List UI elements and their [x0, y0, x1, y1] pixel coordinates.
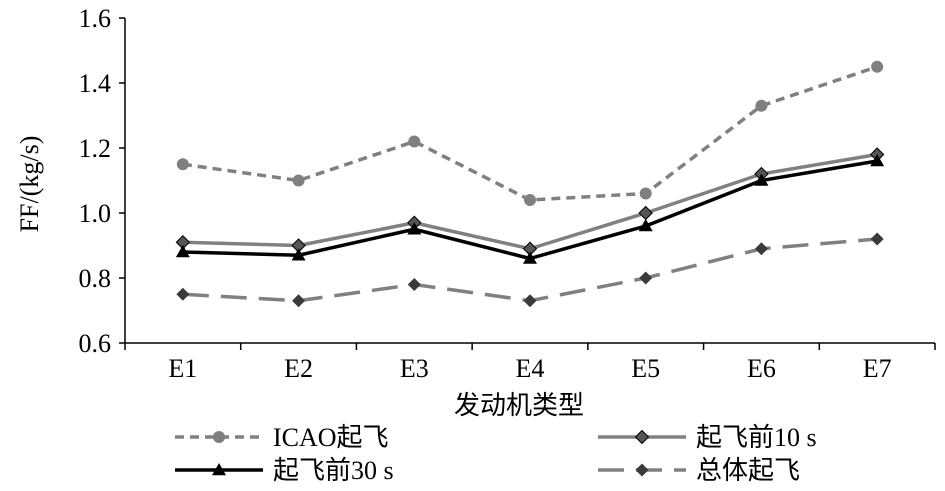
legend: ICAO起飞 起飞前10 s 起飞前30 s 总体起飞: [175, 423, 817, 485]
data-point: [407, 222, 422, 235]
data-point: [754, 242, 768, 256]
data-point: [523, 294, 537, 308]
data-point: [292, 294, 306, 308]
data-point: [639, 271, 653, 285]
legend-label: ICAO起飞: [273, 423, 389, 452]
legend-label: 起飞前30 s: [273, 456, 394, 485]
legend-marker: [213, 431, 225, 443]
x-tick-label: E4: [516, 354, 545, 383]
data-point: [291, 248, 306, 261]
data-point: [524, 194, 536, 206]
legend-label: 起飞前10 s: [696, 423, 817, 452]
legend-marker: [212, 463, 226, 476]
data-point: [870, 232, 884, 246]
data-point: [754, 173, 769, 186]
series-4: [176, 232, 884, 308]
y-tick-label: 1.6: [79, 4, 112, 33]
y-tick-label: 0.6: [79, 329, 112, 358]
legend-item-2: 起飞前10 s: [598, 423, 817, 452]
legend-marker: [635, 463, 649, 477]
x-tick-label: E7: [863, 354, 892, 383]
legend-item-4: 总体起飞: [598, 456, 800, 485]
y-axis-label: FF/(kg/s): [15, 136, 44, 233]
series-1: [176, 60, 884, 206]
data-point: [755, 99, 768, 112]
y-tick-label: 0.8: [79, 264, 112, 293]
data-point: [638, 219, 653, 232]
data-point: [408, 135, 421, 148]
data-point: [407, 278, 421, 291]
x-axis-label: 发动机类型: [454, 391, 584, 420]
x-tick-label: E6: [747, 354, 776, 383]
data-point: [176, 158, 189, 171]
data-point: [638, 205, 653, 221]
data-point: [175, 245, 190, 258]
y-tick-label: 1.4: [79, 69, 112, 98]
legend-item-3: 起飞前30 s: [175, 456, 394, 485]
x-tick-label: E2: [284, 354, 313, 383]
series-3: [175, 154, 885, 264]
y-tick-label: 1.2: [79, 134, 112, 163]
data-point: [523, 251, 537, 264]
data-point: [871, 60, 884, 73]
x-tick-label: E5: [631, 354, 660, 383]
data-point: [176, 287, 190, 301]
data-point: [292, 174, 305, 187]
legend-item-1: ICAO起飞: [175, 423, 389, 452]
axes: 0.6 0.8 1.0 1.2 1.4 1.6 E1 E2 E3 E4 E5 E6 E7: [79, 4, 936, 383]
x-tick-label: E1: [168, 354, 197, 383]
data-point: [639, 187, 652, 200]
legend-label: 总体起飞: [696, 456, 800, 485]
data-point: [870, 154, 885, 167]
y-tick-label: 1.0: [79, 199, 112, 228]
legend-marker: [634, 429, 650, 445]
series-layer: [175, 60, 885, 308]
x-tick-label: E3: [400, 354, 429, 383]
